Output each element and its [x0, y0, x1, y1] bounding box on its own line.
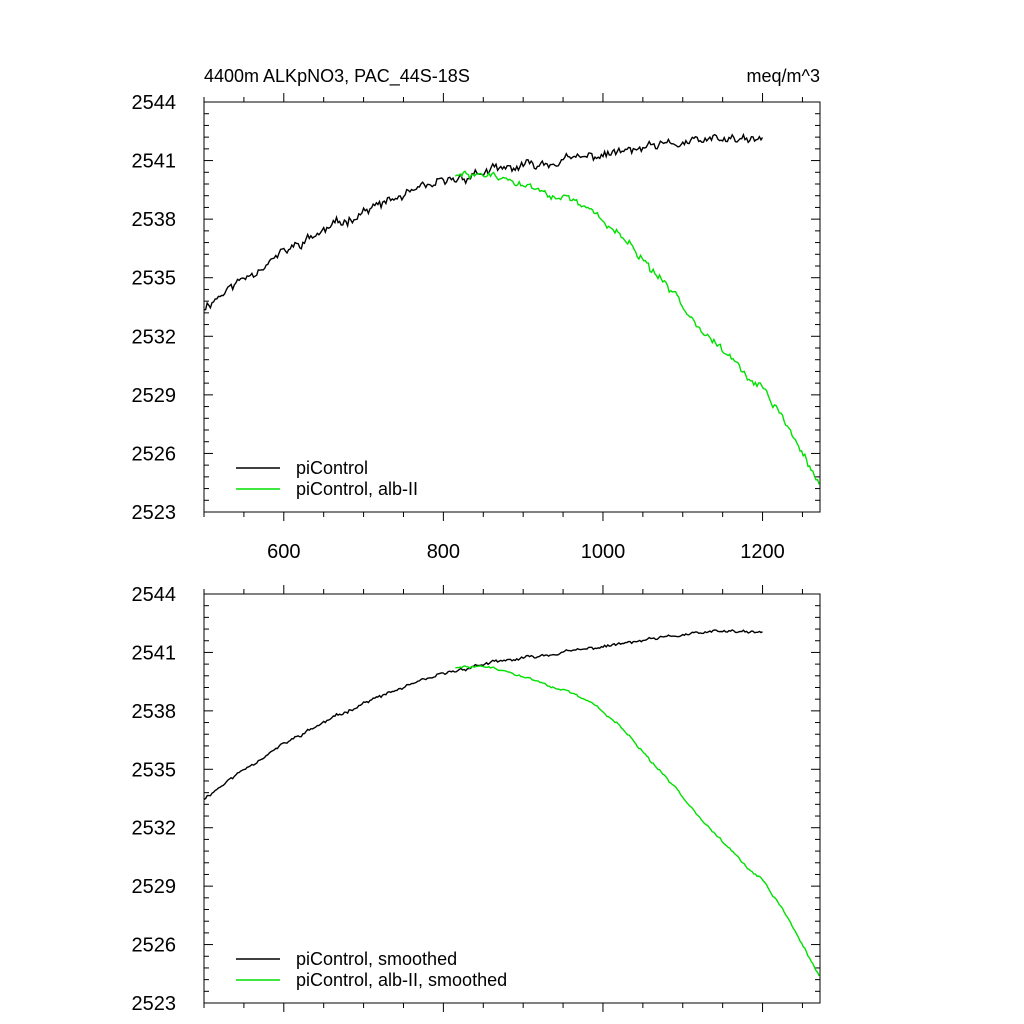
series-line: [455, 665, 820, 977]
y-tick-label: 2544: [132, 92, 177, 114]
y-tick-label: 2529: [132, 385, 177, 407]
y-tick-label: 2532: [132, 326, 177, 348]
y-tick-label: 2535: [132, 759, 177, 781]
y-tick-label: 2535: [132, 268, 177, 290]
y-tick-label: 2526: [132, 935, 177, 957]
y-tick-label: 2523: [132, 502, 177, 524]
legend-label: piControl: [296, 458, 368, 478]
legend-label: piControl, smoothed: [296, 949, 457, 969]
chart-title: 4400m ALKpNO3, PAC_44S-18S: [204, 66, 470, 87]
bottom-panel: 2523 2526 2529 2532 2535 2538 2541 2544 piContro…: [132, 584, 821, 1015]
legend-label: piControl, alb-II, smoothed: [296, 970, 507, 990]
series-line: [204, 132, 764, 311]
x-tick-label: 800: [427, 541, 460, 563]
series-line: [454, 170, 820, 485]
series-line: [203, 629, 763, 801]
y-tick-label: 2538: [132, 209, 177, 231]
top-panel: 2523 2526 2529 2532 2535 2538 2541 2544 600 800 10…: [132, 92, 821, 563]
x-tick-label: 600: [267, 541, 300, 563]
y-tick-label: 2532: [132, 818, 177, 840]
y-tick-label: 2541: [132, 151, 177, 173]
legend-label: piControl, alb-II: [296, 479, 418, 499]
y-tick-label: 2526: [132, 443, 177, 465]
units-label: meq/m^3: [747, 66, 820, 86]
plot-frame: [203, 593, 821, 1004]
y-tick-label: 2529: [132, 876, 177, 898]
plot-frame: [203, 101, 821, 513]
y-tick-label: 2523: [132, 993, 177, 1015]
x-tick-label: 1000: [581, 541, 626, 563]
y-tick-label: 2538: [132, 701, 177, 723]
y-tick-label: 2541: [132, 642, 177, 664]
y-tick-label: 2544: [132, 584, 177, 606]
x-tick-label: 1200: [740, 541, 785, 563]
